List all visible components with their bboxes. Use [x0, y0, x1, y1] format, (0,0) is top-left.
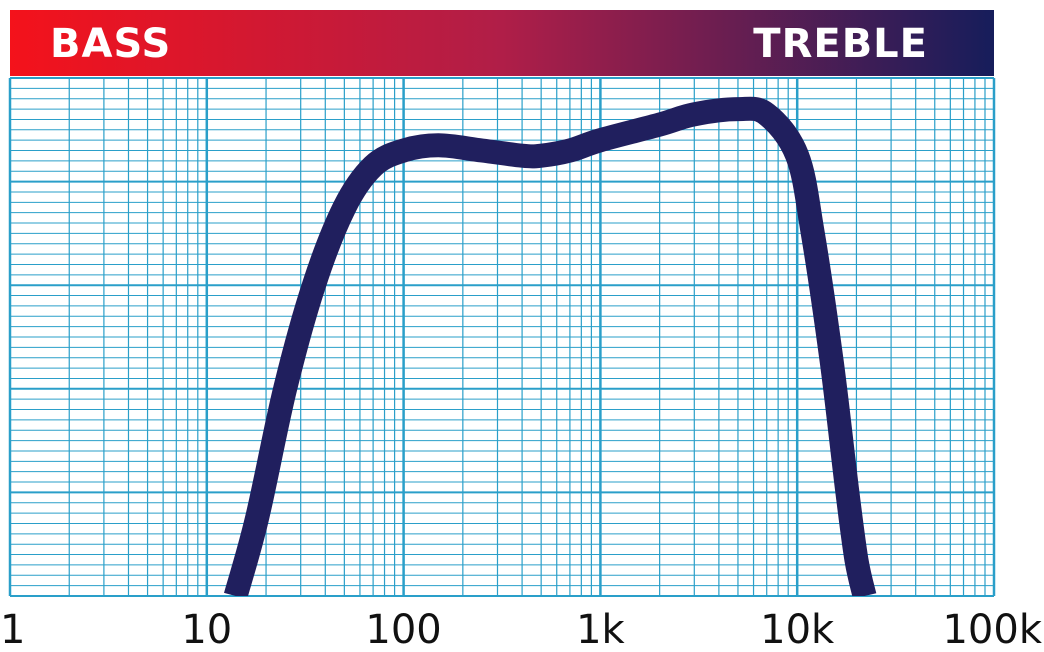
x-tick-label: 100k [942, 607, 1042, 652]
response-curve-group [224, 96, 877, 596]
x-tick-label: 10k [760, 607, 835, 652]
x-tick-label: 1 [0, 607, 25, 652]
x-tick-label: 10 [181, 607, 232, 652]
response-curve [224, 96, 877, 596]
treble-label: TREBLE [753, 21, 928, 67]
x-tick-label: 100 [365, 607, 441, 652]
header-band [10, 10, 994, 76]
x-tick-label: 1k [576, 607, 625, 652]
x-tick-labels: 1 10 100 1k 10k 100k [0, 607, 1043, 652]
bass-label: BASS [50, 21, 171, 67]
